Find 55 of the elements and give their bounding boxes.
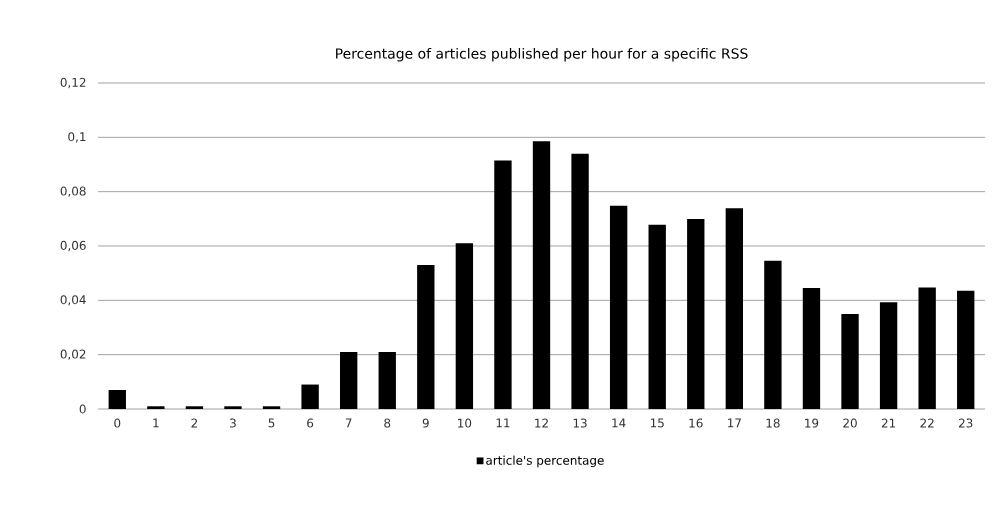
bar <box>725 208 744 409</box>
y-tick-label: 0 <box>79 404 86 414</box>
x-tick-label: 12 <box>535 418 548 428</box>
x-tick-label: 17 <box>728 418 741 428</box>
bar <box>494 160 512 409</box>
bar <box>185 406 204 409</box>
x-tick-label: 20 <box>843 418 857 428</box>
x-tick-label: 11 <box>496 418 510 428</box>
y-tick-label: 0,02 <box>60 349 86 360</box>
bar <box>764 260 782 409</box>
bar <box>802 288 821 409</box>
x-tick-label: 1 <box>153 418 159 428</box>
bar <box>301 384 319 409</box>
x-tick-label: 5 <box>268 418 275 428</box>
x-tick-label: 23 <box>958 418 973 428</box>
legend-label: article's percentage <box>486 455 604 468</box>
bar <box>918 287 936 409</box>
bar <box>378 351 396 409</box>
x-tick-label: 8 <box>384 418 391 428</box>
x-tick-label: 15 <box>650 418 664 428</box>
bar <box>571 153 589 409</box>
x-tick-label: 18 <box>766 418 780 428</box>
x-tick-label: 16 <box>689 418 703 428</box>
bar <box>957 290 975 409</box>
bar <box>224 406 242 409</box>
y-tick-label: 0,12 <box>60 77 86 89</box>
x-tick-label: 2 <box>191 418 198 428</box>
x-tick-label: 9 <box>422 418 429 428</box>
x-tick-label: 10 <box>458 418 472 428</box>
x-tick-label: 21 <box>881 418 896 428</box>
bar <box>147 406 165 409</box>
x-tick-label: 3 <box>230 418 236 428</box>
x-tick-label: 14 <box>612 418 626 428</box>
y-tick-label: 0,1 <box>68 132 86 143</box>
y-tick-label: 0,08 <box>60 186 86 197</box>
bar <box>455 243 474 409</box>
x-tick-label: 19 <box>805 418 819 428</box>
x-tick-label: 22 <box>920 418 934 428</box>
bar <box>340 351 358 409</box>
bar <box>532 141 551 409</box>
bar <box>841 313 859 409</box>
bar <box>262 406 281 409</box>
bar <box>609 205 628 409</box>
x-tick-label: 7 <box>345 418 352 428</box>
x-tick-label: 0 <box>114 418 121 428</box>
chart-title: Percentage of articles published per hour for a specific RSS <box>336 48 748 62</box>
bar <box>879 302 898 409</box>
x-tick-label: 6 <box>307 418 314 428</box>
bar <box>108 389 126 409</box>
bar <box>648 224 666 409</box>
bar <box>687 219 705 409</box>
y-tick-label: 0,04 <box>60 295 86 306</box>
bar <box>417 265 435 409</box>
y-tick-label: 0,06 <box>60 240 86 252</box>
x-tick-label: 13 <box>573 418 587 428</box>
